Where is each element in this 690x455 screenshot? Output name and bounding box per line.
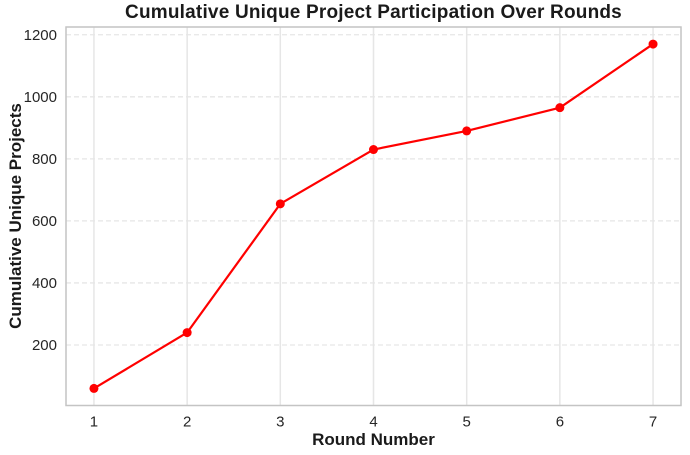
data-point (89, 383, 99, 393)
y-tick-label: 400 (32, 275, 57, 292)
x-tick-label: 4 (369, 414, 377, 431)
x-tick-label: 5 (463, 414, 471, 431)
plot-border (65, 26, 682, 407)
data-point (648, 39, 658, 49)
data-point (462, 126, 472, 136)
x-tick-label: 1 (90, 414, 98, 431)
data-point (275, 199, 285, 209)
x-axis-label: Round Number (312, 430, 435, 449)
chart-title: Cumulative Unique Project Participation … (125, 2, 622, 23)
x-tick-label: 2 (183, 414, 191, 431)
y-tick-label: 800 (32, 151, 57, 168)
data-point (555, 103, 565, 113)
data-point (369, 145, 378, 155)
x-tick-label: 7 (649, 414, 657, 431)
y-tick-label: 1000 (24, 89, 57, 106)
y-tick-label: 600 (32, 213, 57, 230)
y-tick-label: 200 (32, 337, 57, 354)
x-tick-label: 6 (556, 414, 564, 431)
data-point (182, 328, 192, 338)
x-tick-label: 3 (276, 414, 284, 431)
y-tick-label: 1200 (24, 27, 57, 44)
